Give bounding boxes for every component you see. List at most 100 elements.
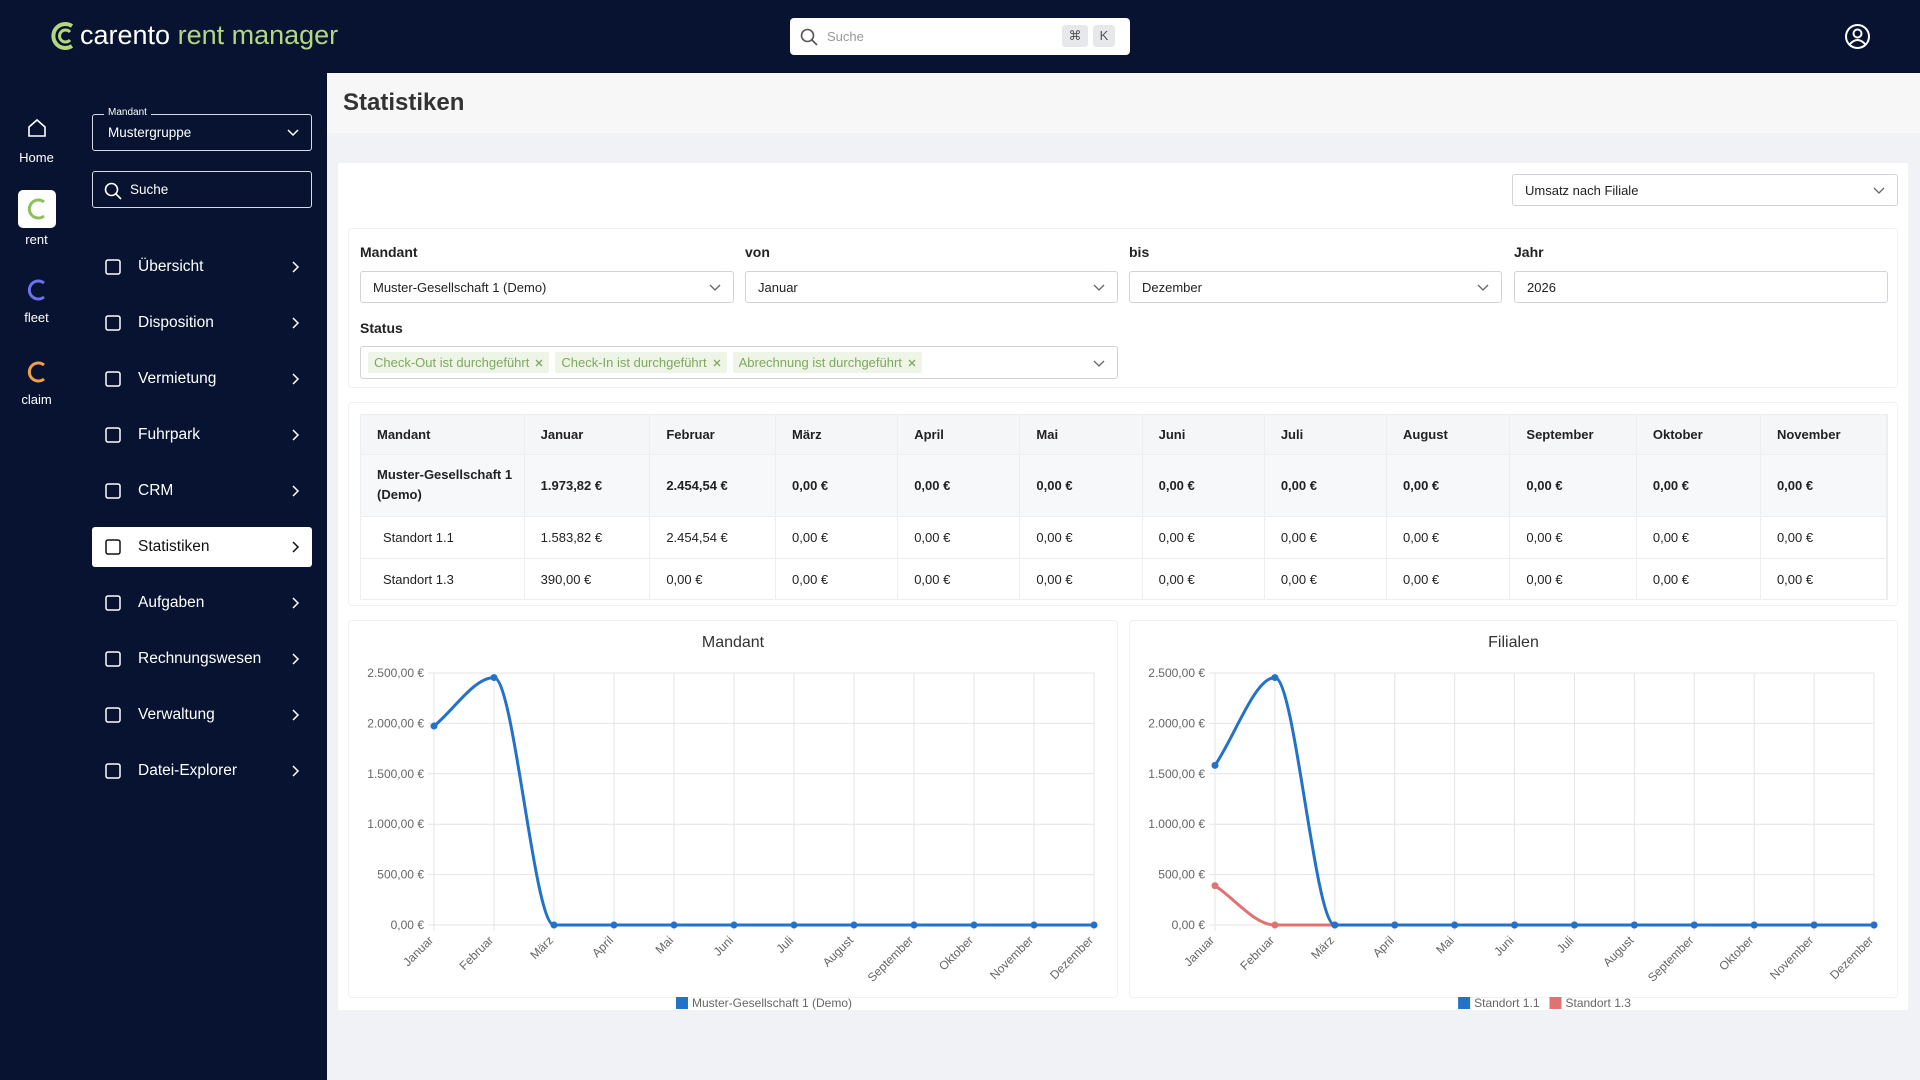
- filter-panel: [348, 228, 1898, 388]
- data-point: [1271, 921, 1279, 929]
- user-menu[interactable]: [1844, 23, 1871, 50]
- nav-item[interactable]: Statistiken: [92, 527, 312, 567]
- rail-fleet[interactable]: fleet: [0, 279, 73, 325]
- x-tick-label: August: [1600, 933, 1637, 970]
- table-cell: Standort 1.3: [361, 557, 525, 599]
- column-header: November: [1760, 415, 1887, 454]
- search-placeholder: Suche: [827, 29, 864, 44]
- chevron: [292, 765, 300, 777]
- x-tick-label: Mai: [653, 933, 677, 957]
- filter-label: Jahr: [1514, 244, 1544, 260]
- filter-value: 2026: [1527, 279, 1556, 295]
- nav-item[interactable]: Rechnungswesen: [92, 639, 312, 679]
- x-tick-label: September: [865, 933, 916, 984]
- column-header: Mandant: [361, 415, 525, 454]
- series-line: [433, 676, 1094, 927]
- sidebar-search[interactable]: Suche: [92, 171, 312, 208]
- table-cell: 0,00 €: [897, 515, 1021, 558]
- nav-icon: [105, 371, 121, 387]
- nav-item[interactable]: Aufgaben: [92, 583, 312, 623]
- data-point: [1451, 921, 1459, 929]
- nav-item[interactable]: Verwaltung: [92, 695, 312, 735]
- column-header: August: [1386, 415, 1511, 454]
- rail-home[interactable]: Home: [0, 117, 73, 165]
- report-value: Umsatz nach Filiale: [1525, 182, 1639, 198]
- nav-item[interactable]: Disposition: [92, 303, 312, 343]
- table-cell: 0,00 €: [1386, 453, 1511, 516]
- nav-item[interactable]: Übersicht: [92, 247, 312, 287]
- data-point: [1810, 921, 1818, 929]
- filter-label: von: [745, 244, 770, 260]
- chip-remove[interactable]: [535, 359, 543, 367]
- chip-remove[interactable]: [713, 359, 721, 367]
- logo-mark: [51, 22, 74, 50]
- chevron: [1093, 360, 1105, 367]
- y-tick-label: 1.000,00 €: [1148, 817, 1205, 831]
- table-cell: 390,00 €: [524, 557, 651, 599]
- chart-title: Filialen: [1488, 634, 1539, 651]
- shortcut-key: K: [1093, 25, 1115, 47]
- logo-product: rent manager: [177, 20, 339, 50]
- x-tick-label: Februar: [1237, 933, 1277, 973]
- nav-item[interactable]: CRM: [92, 471, 312, 511]
- table-cell: 0,00 €: [775, 453, 899, 516]
- x-tick-label: Februar: [457, 933, 497, 973]
- mandant-select[interactable]: Mustergruppe: [92, 114, 312, 151]
- nav-item[interactable]: Datei-Explorer: [92, 751, 312, 791]
- rail-claim[interactable]: claim: [0, 361, 73, 407]
- table-cell: 0,00 €: [1636, 557, 1761, 599]
- report-select[interactable]: Umsatz nach Filiale: [1512, 174, 1898, 206]
- nav-label: Rechnungswesen: [138, 650, 262, 667]
- filter-label: Mandant: [360, 244, 418, 260]
- y-tick-label: 1.500,00 €: [367, 767, 424, 781]
- von-filter[interactable]: Januar: [745, 271, 1118, 303]
- nav-item[interactable]: Vermietung: [92, 359, 312, 399]
- nav-icon: [105, 483, 121, 499]
- mandant-filter[interactable]: Muster-Gesellschaft 1 (Demo): [360, 271, 734, 303]
- bis-filter[interactable]: Dezember: [1129, 271, 1502, 303]
- data-point: [610, 921, 618, 929]
- series-line: [1213, 676, 1874, 927]
- legend-swatch: [675, 997, 688, 1009]
- table-cell: 0,00 €: [1142, 557, 1265, 599]
- legend-label: Standort 1.1: [1474, 996, 1540, 1010]
- search-icon: [800, 28, 818, 46]
- chip-remove[interactable]: [908, 359, 916, 367]
- table-cell: 1.973,82 €: [524, 453, 651, 516]
- table-cell: 0,00 €: [1142, 453, 1265, 516]
- chevron: [287, 129, 299, 137]
- x-tick-label: März: [527, 933, 556, 962]
- chevron: [1873, 187, 1885, 194]
- nav-icon: [105, 707, 121, 723]
- nav-label: Datei-Explorer: [138, 762, 238, 779]
- table-cell: 0,00 €: [897, 453, 1021, 516]
- chart-title: Mandant: [702, 634, 765, 651]
- rail-rent[interactable]: rent: [0, 190, 73, 247]
- x-tick-label: Juli: [773, 933, 796, 956]
- data-point: [1570, 921, 1578, 929]
- data-point: [850, 921, 858, 929]
- y-tick-label: 2.500,00 €: [367, 666, 424, 680]
- filter-value: Muster-Gesellschaft 1 (Demo): [373, 279, 547, 295]
- status-multiselect[interactable]: Check-Out ist durchgeführt Check-In ist d…: [360, 346, 1118, 379]
- table-cell: 0,00 €: [1636, 453, 1761, 516]
- chevron: [292, 485, 300, 497]
- column-header: Oktober: [1636, 415, 1761, 454]
- table-cell: 0,00 €: [1636, 515, 1761, 558]
- table-cell: Muster-Gesellschaft 1 (Demo): [361, 453, 525, 516]
- table-cell: 2.454,54 €: [649, 515, 776, 558]
- page-header: [327, 73, 1920, 133]
- logo[interactable]: carento rent manager: [80, 20, 338, 51]
- jahr-input[interactable]: 2026: [1514, 271, 1888, 303]
- global-search[interactable]: Suche ⌘ K: [790, 18, 1130, 55]
- data-point: [1030, 921, 1038, 929]
- rent-icon: [17, 190, 56, 228]
- nav-item[interactable]: Fuhrpark: [92, 415, 312, 455]
- x-tick-label: Oktober: [1716, 933, 1756, 973]
- rail-label: fleet: [24, 310, 49, 325]
- column-header: März: [775, 415, 899, 454]
- data-point: [670, 921, 678, 929]
- data-point: [1331, 921, 1339, 929]
- app-rail: Home rent fleet claim: [0, 73, 73, 1080]
- nav-icon: [105, 259, 121, 275]
